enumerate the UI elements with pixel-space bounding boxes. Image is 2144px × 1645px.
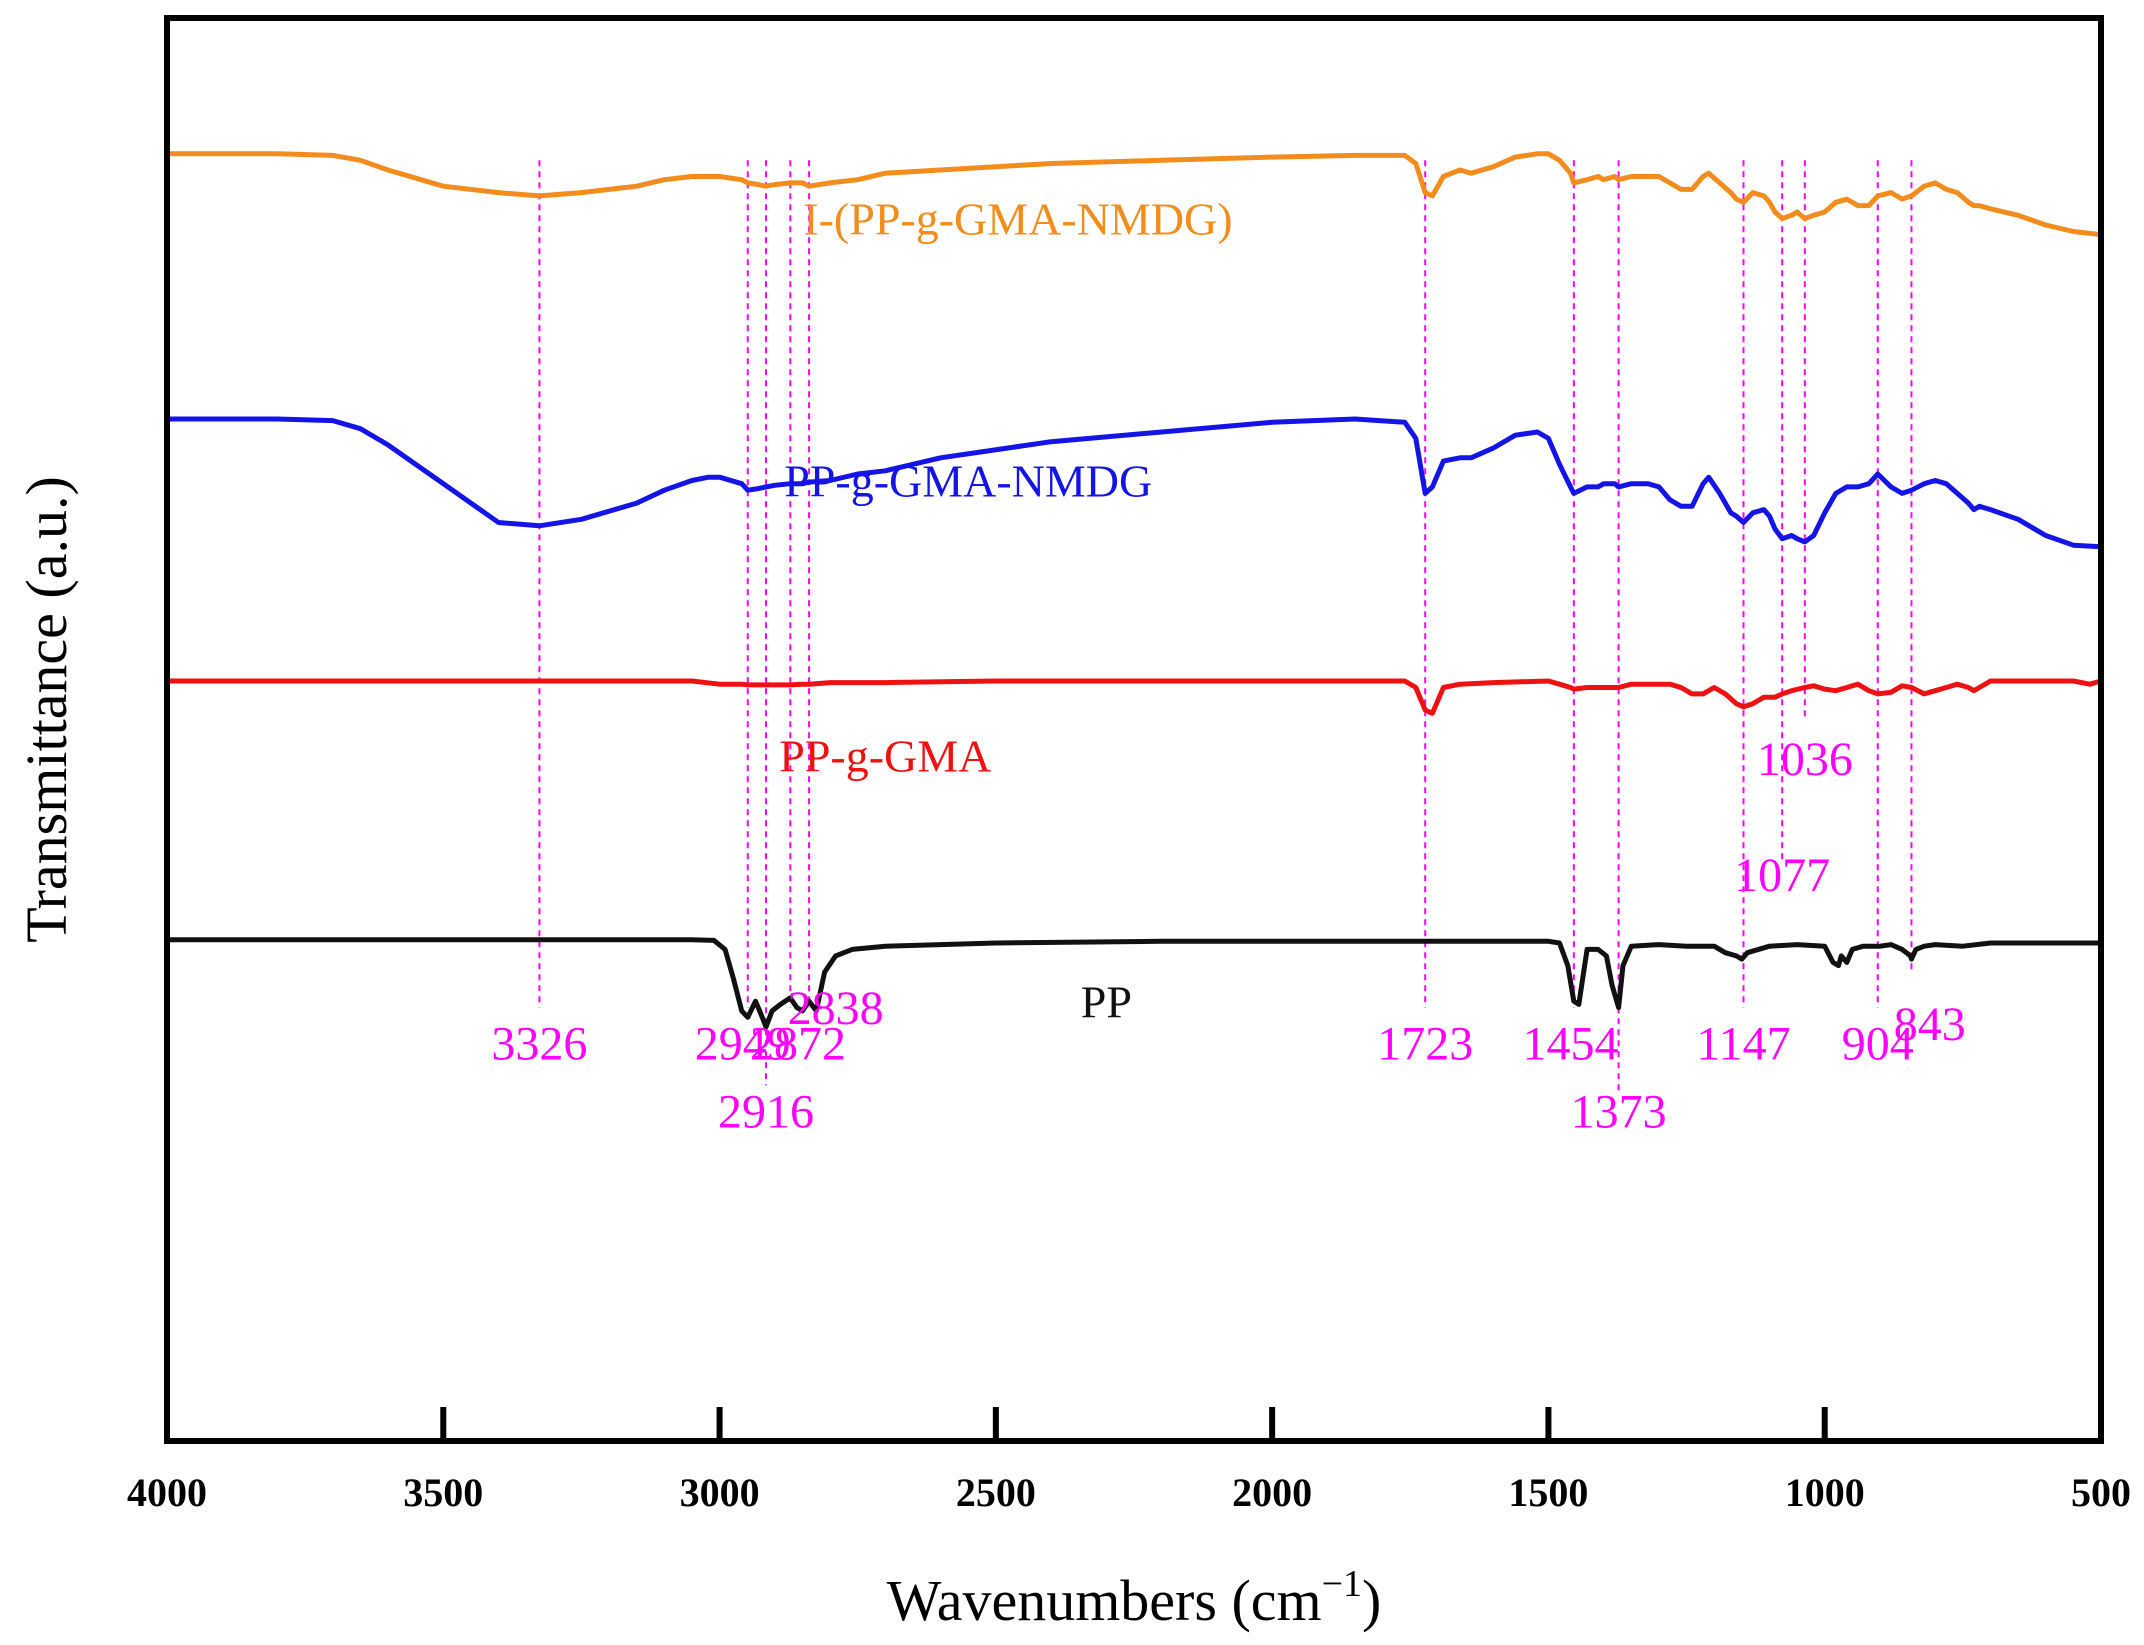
- peak-label-2872: 2872: [750, 1017, 846, 1070]
- x-tick-label-2500: 2500: [956, 1470, 1036, 1515]
- peak-label-904: 904: [1842, 1017, 1914, 1070]
- peak-label-2916: 2916: [718, 1085, 814, 1138]
- peak-label-843: 843: [1894, 998, 1966, 1051]
- peak-label-1147: 1147: [1696, 1017, 1790, 1070]
- peak-label-1077: 1077: [1734, 849, 1830, 902]
- x-tick-label-1500: 1500: [1508, 1470, 1588, 1515]
- x-axis-title-superscript: −1: [1322, 1563, 1362, 1605]
- x-axis-tick-labels: 4000 3500 3000 2500 2000 1500 1000 500: [127, 1470, 2131, 1515]
- series-line-pp-g-gma: [164, 678, 2104, 1146]
- x-axis-title: Wavenumbers (cm−1): [887, 1563, 1382, 1633]
- peak-label-3326: 3326: [491, 1017, 587, 1070]
- x-axis-ticks: [164, 1407, 2104, 1441]
- series-label-pp: PP: [1081, 976, 1132, 1027]
- series-label-i-pp-g-gma-nmdg: I-(PP-g-GMA-NMDG): [803, 194, 1232, 245]
- x-tick-label-3500: 3500: [403, 1470, 483, 1515]
- y-axis-title: Transmittance (a.u.): [14, 476, 79, 943]
- x-tick-label-1000: 1000: [1785, 1470, 1865, 1515]
- peak-label-2949: 2949: [695, 1017, 791, 1070]
- series-labels: I-(PP-g-GMA-NMDG) PP-g-GMA-NMDG PP-g-GMA PP: [779, 194, 1232, 1028]
- peak-label-2838: 2838: [788, 982, 884, 1035]
- series-line-i-pp-g-gma-nmdg: [164, 151, 2104, 522]
- series-label-pp-g-gma: PP-g-GMA: [779, 731, 991, 782]
- peak-lines: [538, 160, 1913, 1092]
- peak-label-1723: 1723: [1377, 1017, 1473, 1070]
- plot-frame: [164, 15, 2104, 1444]
- series-line-pp-g-gma-nmdg: [164, 416, 2104, 791]
- x-tick-label-2000: 2000: [1232, 1470, 1312, 1515]
- x-tick-label-3000: 3000: [680, 1470, 760, 1515]
- x-tick-label-500: 500: [2071, 1470, 2131, 1515]
- series-lines: [164, 151, 2104, 1146]
- peak-label-1373: 1373: [1571, 1085, 1667, 1138]
- peak-label-1036: 1036: [1757, 733, 1853, 786]
- peak-label-1454: 1454: [1523, 1017, 1619, 1070]
- series-label-pp-g-gma-nmdg: PP-g-GMA-NMDG: [784, 456, 1152, 507]
- x-tick-label-4000: 4000: [127, 1470, 207, 1515]
- series-line-pp: [164, 937, 2104, 1030]
